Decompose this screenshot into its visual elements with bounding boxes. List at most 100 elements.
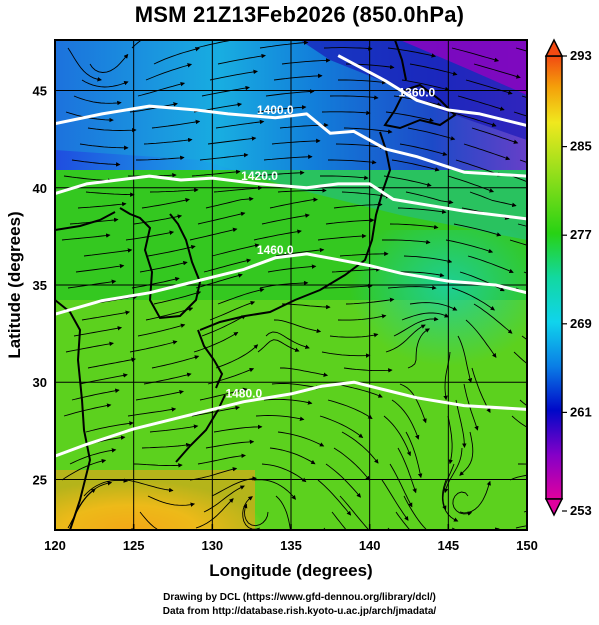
streamline bbox=[273, 319, 322, 334]
streamline bbox=[339, 251, 389, 257]
streamline bbox=[139, 260, 188, 273]
streamline bbox=[81, 79, 129, 88]
streamline bbox=[275, 495, 291, 530]
streamline bbox=[459, 271, 505, 292]
streamline bbox=[85, 191, 135, 197]
honshu-coastline bbox=[199, 131, 392, 331]
streamline bbox=[141, 442, 191, 449]
streamline bbox=[215, 344, 259, 369]
streamline bbox=[467, 255, 514, 273]
streamline bbox=[459, 480, 491, 514]
streamline bbox=[217, 287, 265, 305]
streamline bbox=[267, 264, 317, 273]
streamline bbox=[263, 398, 313, 405]
streamline bbox=[129, 102, 178, 113]
height-contour bbox=[55, 380, 527, 458]
streamline bbox=[397, 207, 447, 214]
streamline bbox=[83, 478, 129, 497]
streamline bbox=[203, 258, 252, 273]
x-tick-label: 120 bbox=[44, 538, 66, 553]
streamline bbox=[447, 175, 495, 193]
page-title: MSM 21Z13Feb2026 (850.0hPa) bbox=[134, 2, 465, 27]
contour-label: 1460.0 bbox=[257, 243, 294, 257]
streamline bbox=[339, 495, 372, 530]
streamline bbox=[341, 431, 379, 464]
streamline bbox=[189, 227, 238, 241]
height-contour bbox=[55, 104, 527, 178]
streamline bbox=[69, 448, 117, 465]
streamline bbox=[63, 403, 112, 417]
streamline bbox=[459, 431, 474, 476]
streamline bbox=[389, 223, 439, 230]
streamline bbox=[137, 323, 186, 337]
streamline bbox=[61, 458, 107, 481]
streamline bbox=[337, 314, 387, 321]
streamline bbox=[401, 79, 450, 92]
streamline bbox=[205, 196, 254, 209]
streamline bbox=[405, 431, 423, 479]
streamline bbox=[61, 233, 111, 241]
streamline bbox=[403, 255, 453, 264]
streamline bbox=[131, 276, 180, 289]
streamline bbox=[67, 488, 96, 529]
streamline bbox=[269, 197, 318, 209]
streamline bbox=[445, 239, 494, 254]
streamline bbox=[261, 463, 307, 483]
streamline bbox=[401, 312, 450, 321]
streamline bbox=[343, 127, 393, 134]
streamline bbox=[197, 211, 246, 225]
height-contour bbox=[55, 174, 527, 221]
streamline bbox=[277, 188, 327, 193]
streamline bbox=[333, 202, 383, 209]
streamline bbox=[407, 127, 456, 141]
streamline bbox=[465, 79, 513, 95]
streamline bbox=[465, 319, 497, 358]
height-contours: 1360.0 1400.0 1420.0 1460.0 1480.0 bbox=[55, 54, 527, 458]
streamline bbox=[259, 280, 309, 289]
streamline bbox=[153, 46, 200, 65]
colorbar-tick-label: 293 bbox=[570, 48, 592, 63]
streamline bbox=[509, 239, 527, 246]
x-tick-label: 135 bbox=[280, 538, 302, 553]
streamline bbox=[201, 315, 247, 337]
streamline bbox=[409, 302, 458, 311]
streamline bbox=[137, 81, 186, 97]
streamline bbox=[77, 201, 127, 209]
x-tick-label: 150 bbox=[516, 538, 538, 553]
streamline bbox=[317, 233, 367, 241]
kyushu-coastline bbox=[197, 329, 224, 389]
streamline bbox=[209, 69, 258, 81]
streamline bbox=[145, 63, 193, 81]
streamline bbox=[280, 367, 329, 377]
streamline bbox=[195, 498, 234, 529]
x-tick-label: 125 bbox=[123, 538, 145, 553]
x-tick-label: 140 bbox=[359, 538, 381, 553]
streamline bbox=[473, 303, 513, 334]
streamline bbox=[85, 421, 134, 433]
streamline bbox=[509, 474, 527, 481]
streamline bbox=[407, 328, 430, 369]
streamline bbox=[199, 387, 248, 401]
streamline bbox=[211, 243, 260, 257]
streamline bbox=[199, 152, 249, 161]
streamline bbox=[135, 389, 184, 401]
streamline bbox=[143, 137, 193, 145]
streamline bbox=[71, 159, 121, 167]
colorbar-tick-label: 277 bbox=[570, 227, 592, 242]
streamline bbox=[73, 95, 122, 106]
streamline bbox=[213, 185, 263, 193]
streamline bbox=[457, 95, 505, 111]
streamline bbox=[319, 415, 364, 438]
colorbar-ticks: 293 285 277 269 261 253 bbox=[562, 48, 592, 518]
streamline bbox=[335, 383, 383, 398]
streamline bbox=[463, 143, 511, 161]
streamline bbox=[513, 111, 527, 117]
streamline bbox=[335, 143, 385, 150]
colorbar-tick-label: 285 bbox=[570, 139, 592, 154]
streamline bbox=[321, 110, 371, 116]
credit-data: Data from http://database.rish.kyoto-u.a… bbox=[162, 606, 437, 617]
colorbar: 293 285 277 269 261 253 bbox=[544, 38, 592, 518]
streamline bbox=[396, 271, 445, 278]
streamline bbox=[75, 263, 125, 273]
streamline bbox=[393, 316, 439, 337]
